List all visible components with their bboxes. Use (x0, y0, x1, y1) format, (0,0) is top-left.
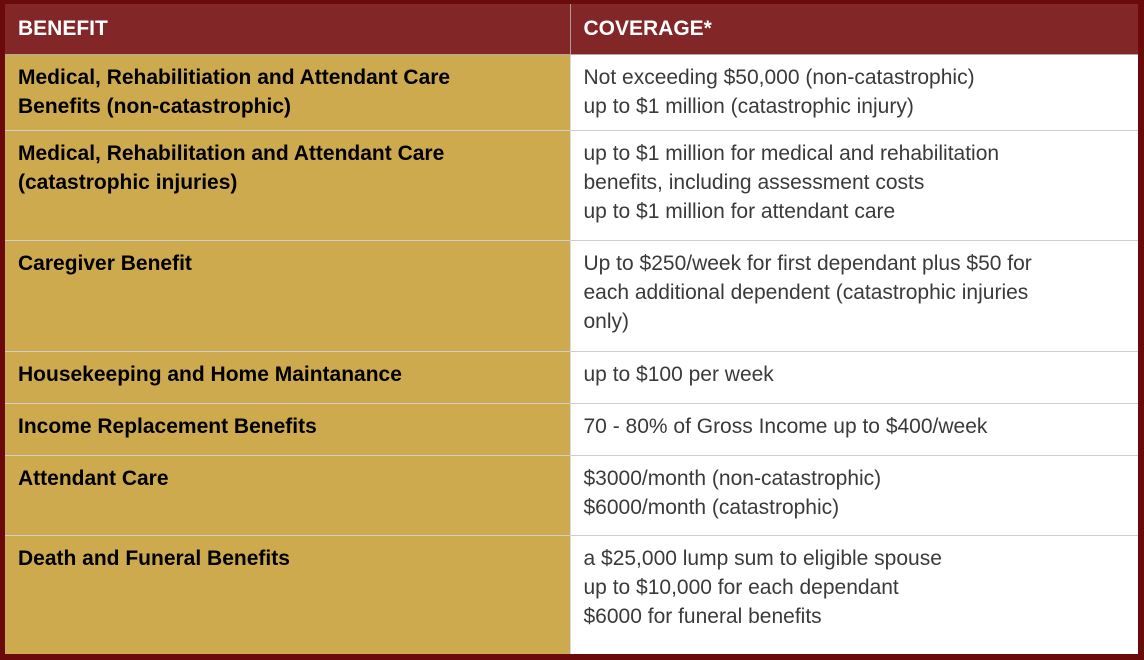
coverage-text: $6000/month (catastrophic) (583, 495, 840, 519)
benefit-cell: Medical, Rehabilitation and Attendant Ca… (5, 130, 570, 241)
coverage-cell: Up to $250/week for first dependant plus… (569, 240, 1138, 352)
benefit-cell: Income Replacement Benefits (5, 403, 570, 456)
header-coverage: COVERAGE* (569, 4, 1138, 55)
benefit-cell: Housekeeping and Home Maintanance (5, 351, 570, 404)
benefit-text: Medical, Rehabilitation and Attendant Ca… (18, 141, 445, 165)
benefit-text: Benefits (non-catastrophic) (18, 94, 292, 118)
coverage-cell: 70 - 80% of Gross Income up to $400/week (569, 403, 1138, 456)
table-row: Caregiver Benefit Up to $250/week for fi… (5, 240, 1138, 352)
header-benefit: BENEFIT (5, 4, 570, 55)
coverage-text: up to $1 million for attendant care (583, 199, 896, 223)
coverage-text: up to $10,000 for each dependant (583, 575, 899, 599)
benefit-text: Death and Funeral Benefits (18, 546, 290, 570)
coverage-text: $6000 for funeral benefits (583, 604, 822, 628)
coverage-cell: $3000/month (non-catastrophic) $6000/mon… (569, 455, 1138, 536)
header-row: BENEFIT COVERAGE* (5, 4, 1138, 55)
benefit-text: Income Replacement Benefits (18, 414, 317, 438)
coverage-text: benefits, including assessment costs (583, 170, 925, 194)
coverage-text: each additional dependent (catastrophic … (583, 280, 1029, 304)
table-header: BENEFIT COVERAGE* (5, 4, 1138, 55)
benefit-text: Attendant Care (18, 466, 169, 490)
coverage-cell: Not exceeding $50,000 (non-catastrophic)… (569, 54, 1138, 131)
coverage-text: Not exceeding $50,000 (non-catastrophic) (583, 65, 975, 89)
coverage-cell: up to $1 million for medical and rehabil… (569, 130, 1138, 241)
coverage-text: a $25,000 lump sum to eligible spouse (583, 546, 942, 570)
benefit-text: (catastrophic injuries) (18, 170, 238, 194)
coverage-text: up to $100 per week (583, 362, 774, 386)
table-body: Medical, Rehabilitiation and Attendant C… (5, 54, 1138, 654)
coverage-text: up to $1 million for medical and rehabil… (583, 141, 1000, 165)
table-row: Attendant Care $3000/month (non-catastro… (5, 455, 1138, 536)
coverage-text: Up to $250/week for first dependant plus… (583, 251, 1032, 275)
benefit-cell: Caregiver Benefit (5, 240, 570, 352)
coverage-cell: a $25,000 lump sum to eligible spouse up… (569, 535, 1138, 654)
benefit-cell: Death and Funeral Benefits (5, 535, 570, 654)
benefits-coverage-table: BENEFIT COVERAGE* Medical, Rehabilitiati… (5, 4, 1138, 654)
benefit-text: Caregiver Benefit (18, 251, 192, 275)
coverage-text: up to $1 million (catastrophic injury) (583, 94, 914, 118)
table-row: Housekeeping and Home Maintanance up to … (5, 351, 1138, 404)
table-row: Medical, Rehabilitiation and Attendant C… (5, 54, 1138, 131)
table-row: Death and Funeral Benefits a $25,000 lum… (5, 535, 1138, 654)
benefit-text: Housekeeping and Home Maintanance (18, 362, 402, 386)
table-row: Medical, Rehabilitation and Attendant Ca… (5, 130, 1138, 241)
coverage-cell: up to $100 per week (569, 351, 1138, 404)
benefit-text: Medical, Rehabilitiation and Attendant C… (18, 65, 451, 89)
benefit-cell: Attendant Care (5, 455, 570, 536)
coverage-text: $3000/month (non-catastrophic) (583, 466, 882, 490)
benefit-cell: Medical, Rehabilitiation and Attendant C… (5, 54, 570, 131)
table-row: Income Replacement Benefits 70 - 80% of … (5, 403, 1138, 456)
coverage-text: 70 - 80% of Gross Income up to $400/week (583, 414, 988, 438)
coverage-text: only) (583, 309, 630, 333)
